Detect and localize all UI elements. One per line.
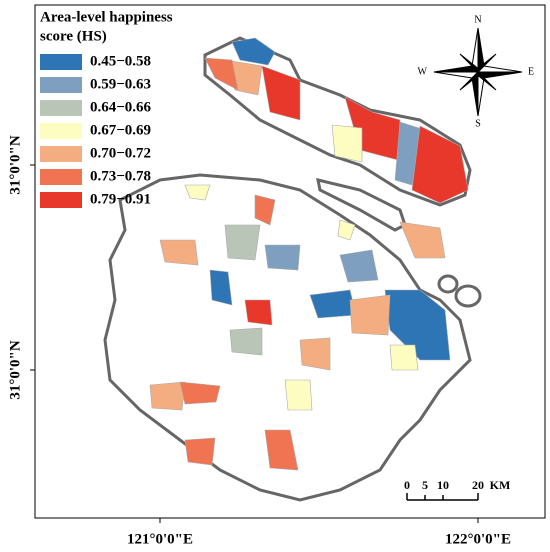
region [389, 344, 419, 371]
compass-w: W [418, 66, 428, 77]
region [244, 299, 273, 326]
region [224, 224, 261, 261]
legend-title: score (HS) [40, 28, 107, 44]
legend-label: 0.67−0.69 [90, 122, 151, 138]
region [399, 221, 446, 259]
scale-label: 5 [422, 478, 428, 492]
region [349, 294, 391, 336]
compass-n: N [474, 14, 481, 25]
changxing-island [316, 177, 407, 232]
legend-label: 0.79−0.91 [90, 191, 151, 207]
legend-label: 0.59−0.63 [90, 76, 151, 92]
legend-title: Area-level happiness [40, 9, 173, 25]
compass-s: S [475, 118, 481, 129]
lat-label: 31°0'0"N [7, 135, 23, 194]
scale-label: 0 [404, 478, 410, 492]
legend-label: 0.70−0.72 [90, 145, 151, 161]
legend-swatch [40, 100, 82, 116]
legend-label: 0.64−0.66 [90, 99, 152, 115]
legend-swatch [40, 77, 82, 93]
region [331, 124, 363, 163]
region [264, 429, 299, 471]
lon-label: 121°0'0"E [127, 531, 193, 547]
lat-label: 31°0'0"N [7, 340, 23, 399]
region [261, 65, 301, 121]
frame [34, 4, 546, 519]
region [179, 381, 221, 405]
region [149, 381, 186, 411]
compass-rose [433, 27, 523, 117]
region [339, 249, 379, 283]
legend-label: 0.73−0.78 [90, 168, 151, 184]
region [337, 219, 356, 241]
scale-label: 10 [437, 478, 449, 492]
legend-label: 0.45−0.58 [90, 53, 151, 69]
region [231, 37, 276, 66]
region [229, 327, 263, 356]
region [264, 244, 301, 271]
compass-e: E [528, 66, 534, 77]
region [254, 194, 276, 226]
legend-swatch [40, 146, 82, 162]
region [209, 269, 233, 306]
scale-label: 20 [472, 478, 484, 492]
legend-swatch [40, 192, 82, 208]
region [411, 125, 469, 204]
region [184, 437, 216, 466]
region [309, 289, 357, 319]
legend-swatch [40, 123, 82, 139]
island [437, 274, 459, 294]
lon-label: 122°0'0"E [445, 531, 511, 547]
region [394, 121, 426, 186]
scale-bar [406, 493, 479, 501]
region [384, 289, 451, 361]
island [454, 284, 482, 308]
legend-swatch [40, 54, 82, 70]
region [184, 184, 211, 201]
region [159, 239, 199, 266]
region [299, 337, 331, 371]
legend-swatch [40, 169, 82, 185]
regions [149, 37, 469, 471]
legend: 0.45−0.58 0.59−0.63 0.64−0.66 0.67−0.69 0.70… [40, 53, 152, 208]
region [284, 379, 313, 411]
region [204, 57, 239, 91]
scale-label: KM [490, 478, 511, 492]
